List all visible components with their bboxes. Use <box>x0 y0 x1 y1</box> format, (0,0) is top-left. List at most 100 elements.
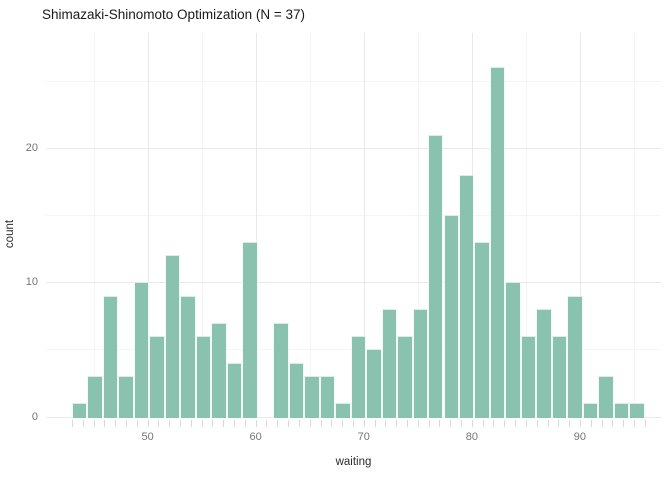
axis-rug-tick <box>104 420 106 427</box>
gridline-x-minor <box>201 33 203 418</box>
x-tick-label: 70 <box>357 431 370 443</box>
gridline-x-major <box>255 33 257 418</box>
axis-rug-tick <box>115 420 117 427</box>
gridline-x-minor <box>525 33 527 418</box>
axis-rug-tick <box>417 420 419 427</box>
axis-rug-tick <box>223 420 225 427</box>
axis-rug-tick <box>612 420 614 427</box>
gridline-y-major <box>46 282 661 284</box>
gridline-x-minor <box>633 33 635 418</box>
histogram-bar <box>567 295 583 418</box>
axis-rug-tick <box>234 420 236 427</box>
axis-rug-tick <box>255 420 257 427</box>
histogram-bar <box>102 295 119 418</box>
histogram-bar <box>613 403 630 418</box>
axis-rug-tick <box>504 420 506 427</box>
axis-rug-tick <box>633 420 635 427</box>
chart-title: Shimazaki-Shinomoto Optimization (N = 37… <box>42 7 305 22</box>
histogram-bar <box>211 322 227 418</box>
axis-rug-tick <box>342 420 344 427</box>
axis-rug-tick <box>461 420 463 427</box>
x-tick-label: 60 <box>249 431 262 443</box>
axis-rug-tick <box>147 420 149 427</box>
y-tick-label: 10 <box>25 276 38 289</box>
histogram-bar <box>118 376 134 418</box>
histogram-bar <box>335 403 351 418</box>
y-tick-label: 0 <box>31 410 38 423</box>
axis-rug-tick <box>482 420 484 427</box>
histogram-bar <box>598 376 614 418</box>
histogram-bar <box>288 362 305 418</box>
gridline-y-major <box>46 148 661 149</box>
histogram-bar <box>489 67 506 418</box>
histogram-bar <box>304 376 320 418</box>
axis-rug-tick <box>644 420 646 427</box>
axis-rug-tick <box>266 420 268 427</box>
axis-rug-tick <box>71 420 73 427</box>
histogram-bar <box>582 403 599 418</box>
histogram-bar <box>133 282 150 418</box>
histogram-bar <box>195 335 212 418</box>
gridline-y-minor <box>46 215 661 217</box>
axis-rug-tick <box>277 420 279 427</box>
axis-rug-tick <box>136 420 138 427</box>
histogram-bar <box>87 376 103 418</box>
axis-rug-tick <box>363 420 365 427</box>
axis-rug-tick <box>244 420 246 427</box>
gridline-x-major <box>363 33 365 418</box>
gridline-y-minor <box>46 80 661 82</box>
axis-rug-tick <box>93 420 95 427</box>
histogram-bar <box>164 255 181 418</box>
axis-rug-tick <box>623 420 625 427</box>
histogram-bar <box>242 241 258 418</box>
axis-rug-tick <box>601 420 603 427</box>
histogram-bar <box>273 322 289 418</box>
axis-rug-tick <box>536 420 538 427</box>
x-tick-label: 90 <box>573 431 587 443</box>
histogram-bar <box>226 362 243 418</box>
histogram-bar <box>71 403 88 418</box>
axis-rug-tick <box>407 420 408 427</box>
gridline-x-minor <box>309 33 311 418</box>
histogram-bar <box>180 295 196 418</box>
histogram-bar <box>551 335 568 418</box>
axis-rug-tick <box>579 420 581 427</box>
axis-rug-tick <box>82 420 84 427</box>
x-tick-label: 50 <box>141 431 154 443</box>
axis-rug-tick <box>450 420 452 427</box>
axis-rug-tick <box>288 420 290 427</box>
axis-rug-tick <box>428 420 430 427</box>
axis-rug-tick <box>471 420 473 427</box>
axis-rug-tick <box>374 420 376 427</box>
x-axis-label: waiting <box>335 456 372 468</box>
y-tick-label: 20 <box>25 142 38 154</box>
histogram-bar <box>474 241 490 418</box>
histogram-bar <box>149 335 165 418</box>
axis-rug-tick <box>590 420 592 427</box>
axis-rug-tick <box>493 420 495 427</box>
axis-rug-tick <box>385 420 387 427</box>
axis-rug-tick <box>180 420 182 427</box>
axis-rug-tick <box>569 420 571 427</box>
x-tick-label: 80 <box>465 431 478 443</box>
histogram-bar <box>536 309 552 418</box>
axis-rug-tick <box>352 420 354 427</box>
axis-rug-tick <box>190 420 192 427</box>
axis-rug-tick <box>298 420 300 427</box>
histogram-bar <box>366 349 382 418</box>
axis-rug-tick <box>125 420 127 427</box>
axis-rug-tick <box>525 420 527 427</box>
axis-rug-tick <box>212 420 214 427</box>
axis-rug-tick <box>558 420 560 427</box>
plot-panel <box>46 33 661 418</box>
gridline-x-minor <box>93 33 95 418</box>
axis-rug-tick <box>169 420 171 427</box>
histogram-bar <box>459 174 475 418</box>
gridline-x-major <box>147 33 149 418</box>
axis-rug-tick <box>331 420 333 427</box>
axis-rug-tick <box>309 420 311 427</box>
axis-rug-tick <box>515 420 517 427</box>
gridline-x-minor <box>417 33 419 418</box>
axis-rug-tick <box>158 420 160 427</box>
histogram-bar <box>381 309 398 418</box>
